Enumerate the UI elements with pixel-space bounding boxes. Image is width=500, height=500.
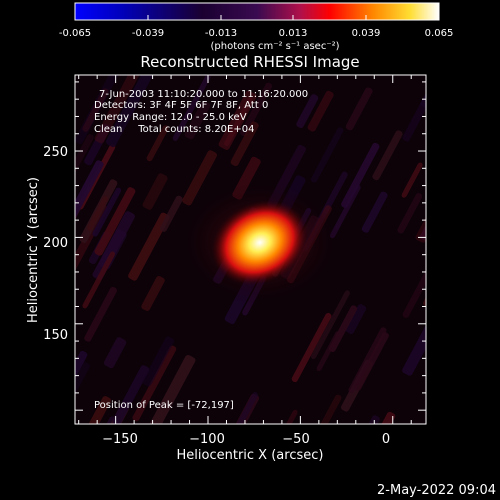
sidelobe-stripe (401, 162, 423, 198)
annotation-clean-counts: Clean Total counts: 8.20E+04 (94, 124, 254, 135)
sidelobe-stripe (82, 88, 109, 132)
plot-frame (74, 74, 427, 425)
sidelobe-stripe (230, 121, 259, 167)
sidelobe-stripe (336, 415, 380, 424)
sidelobe-stripe (240, 82, 273, 137)
sidelobe-stripe (226, 392, 258, 424)
sidelobe-stripe (402, 264, 426, 318)
sidelobe-stripe (345, 87, 373, 131)
sidelobe-stripe (354, 332, 389, 391)
sidelobe-stripe (310, 290, 350, 360)
sidelobe-stripe (424, 293, 426, 340)
x-tick-label-1: −100 (189, 432, 225, 447)
sidelobe-stripe (329, 184, 361, 239)
sidelobe-stripe (218, 90, 257, 150)
annotation-time-range: 7-Jun-2003 11:10:20.000 to 11:16:20.000 (99, 89, 308, 100)
sidelobe-stripe (141, 275, 165, 312)
sidelobe-stripe (87, 195, 109, 231)
sidelobe-stripe (132, 345, 177, 422)
sidelobe-stripe (92, 187, 122, 237)
sidelobe-stripe (428, 400, 453, 439)
sidelobe-stripe (374, 424, 409, 481)
sidelobe-stripe (82, 251, 115, 309)
sidelobe-stripe (128, 212, 170, 281)
sidelobe-stripe (75, 350, 88, 419)
sidelobe-stripe (372, 130, 403, 181)
sidelobe-stripe (79, 396, 112, 424)
sidelobe-stripe (345, 304, 367, 334)
sidelobe-stripe (341, 142, 380, 209)
sidelobe-stripe (146, 354, 196, 424)
emission-source (211, 200, 308, 285)
sidelobe-stripe (310, 127, 344, 183)
sidelobe-stripe (182, 150, 218, 206)
sidelobe-stripe (307, 90, 334, 132)
sidelobe-stripe (427, 363, 458, 407)
sidelobe-stripe (172, 75, 211, 141)
x-tick-label-3: 0 (382, 432, 390, 447)
sidelobe-stripe (75, 134, 94, 215)
colorbar-gradient (74, 2, 440, 21)
sidelobe-stripe (75, 362, 90, 424)
sidelobe-stripe (92, 211, 135, 280)
annotation-energy-range: Energy Range: 12.0 - 25.0 keV (94, 112, 247, 123)
colorbar-tick-label-0: -0.065 (59, 28, 91, 39)
sidelobe-stripe (348, 327, 387, 394)
colorbar-tick-label-5: 0.065 (425, 28, 454, 39)
sidelobe-stripe (316, 331, 341, 372)
y-tick-label-0: 150 (43, 328, 68, 343)
colorbar-units-label: (photons cm⁻² s⁻¹ asec⁻²) (210, 41, 339, 52)
x-axis-label: Heliocentric X (arcsec) (177, 448, 324, 463)
sidelobe-stripe (296, 94, 319, 128)
sidelobe-stripe (112, 365, 150, 424)
footer-date: 2-May-2022 09:04 (377, 483, 496, 498)
colorbar: -0.065 -0.039 -0.013 0.013 0.039 0.065 (… (59, 2, 454, 52)
sidelobe-stripe (142, 336, 175, 387)
sidelobe-stripe (272, 409, 298, 424)
image-plot (51, 75, 458, 481)
sidelobe-stripe (103, 337, 127, 369)
x-tick-label-0: −150 (102, 432, 138, 447)
y-tick-label-1: 200 (43, 236, 68, 251)
sidelobe-stripe (75, 416, 116, 424)
colorbar-tick-label-1: -0.039 (132, 28, 164, 39)
chart-title: Reconstructed RHESSI Image (140, 53, 359, 71)
annotation-detectors: Detectors: 3F 4F 5F 6F 7F 8F, Att 0 (94, 100, 268, 111)
sidelobe-stripe (402, 101, 426, 142)
sidelobe-stripe (84, 286, 117, 342)
colorbar-tick-label-3: 0.013 (279, 28, 308, 39)
sidelobe-stripe (146, 125, 169, 162)
sidelobe-stripe (159, 195, 183, 232)
y-tick-label-2: 250 (43, 145, 68, 160)
sidelobe-stripe (94, 75, 141, 144)
sidelobe-stripe (361, 191, 388, 233)
sidelobe-stripe (291, 312, 332, 383)
colorbar-tick-label-2: -0.013 (205, 28, 237, 39)
sidelobe-stripe (51, 432, 80, 476)
sidelobe-stripe (105, 75, 156, 148)
sidelobe-stripe (142, 173, 168, 210)
peak-position-label: Position of Peak = [-72,197] (94, 400, 234, 411)
sidelobe-stripe (300, 394, 342, 424)
y-axis-label: Heliocentric Y (arcsec) (26, 177, 41, 323)
colorbar-tick-label-4: 0.039 (352, 28, 381, 39)
sidelobe-stripe (94, 187, 136, 256)
sidelobe-stripe (184, 100, 211, 140)
sidelobe-stripe (75, 204, 108, 286)
sidelobe-stripe (397, 192, 423, 234)
sidelobe-stripe (402, 324, 426, 376)
x-tick-label-2: −50 (282, 432, 309, 447)
